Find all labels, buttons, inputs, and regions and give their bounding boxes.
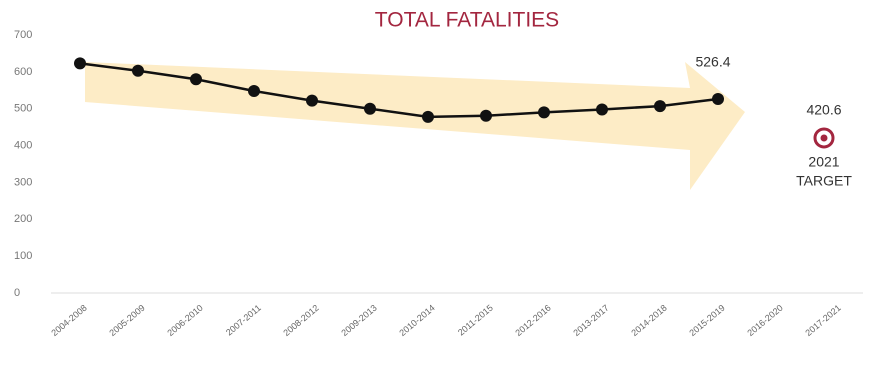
data-point	[480, 109, 492, 122]
data-point	[596, 103, 608, 116]
data-point	[712, 92, 724, 105]
x-tick-label: 2004-2008	[49, 303, 88, 338]
x-tick-label: 2006-2010	[165, 303, 204, 338]
x-tick-label: 2007-2011	[224, 303, 263, 338]
target-label: TARGET	[796, 173, 852, 189]
y-tick-label: 200	[14, 213, 32, 225]
trend-arrow	[85, 62, 745, 190]
x-tick-label: 2015-2019	[687, 303, 726, 338]
target-label: 2021	[808, 154, 839, 170]
data-point	[190, 73, 202, 86]
data-point	[248, 85, 260, 98]
data-point	[132, 64, 144, 77]
y-tick-label: 700	[14, 29, 32, 41]
data-point	[364, 102, 376, 115]
data-point	[538, 106, 550, 119]
y-tick-label: 0	[14, 287, 20, 299]
x-tick-label: 2005-2009	[107, 303, 146, 338]
data-point	[74, 57, 86, 70]
data-point	[654, 100, 666, 113]
data-point	[306, 94, 318, 107]
y-tick-label: 300	[14, 176, 32, 188]
value-label: 526.4	[695, 54, 730, 70]
x-tick-label: 2011-2015	[456, 303, 495, 338]
chart-title: TOTAL FATALITIES	[375, 9, 559, 32]
x-tick-label: 2016-2020	[745, 303, 784, 338]
x-tick-label: 2017-2021	[803, 303, 842, 338]
target-ring	[813, 127, 835, 149]
y-tick-label: 100	[14, 250, 32, 262]
x-tick-label: 2009-2013	[339, 303, 378, 338]
x-tick-label: 2013-2017	[571, 303, 610, 338]
series-line	[79, 62, 719, 119]
y-tick-label: 600	[14, 66, 32, 78]
target-value: 420.6	[806, 102, 841, 118]
x-tick-label: 2014-2018	[629, 303, 668, 338]
data-point	[422, 110, 434, 123]
x-tick-label: 2010-2014	[397, 303, 436, 338]
x-tick-label: 2008-2012	[281, 303, 320, 338]
y-tick-label: 500	[14, 103, 32, 115]
x-tick-label: 2012-2016	[513, 303, 552, 338]
y-tick-label: 400	[14, 139, 32, 151]
target-dot	[820, 134, 828, 142]
